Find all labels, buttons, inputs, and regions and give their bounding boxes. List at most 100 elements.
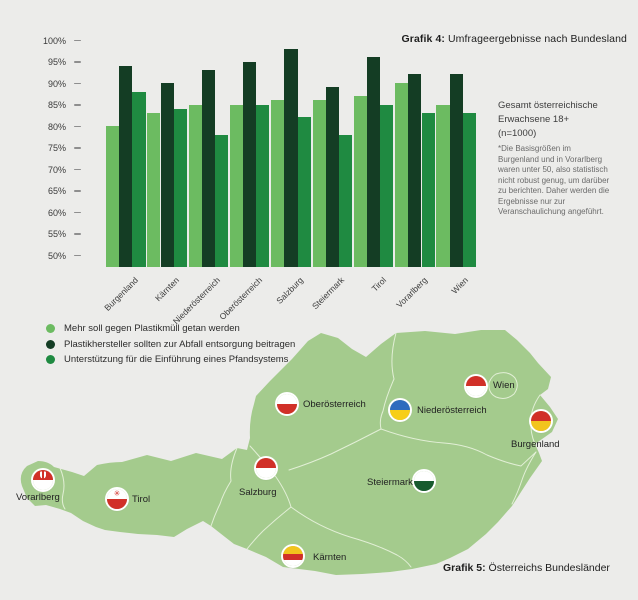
bar-niederoesterreich-s2 (201, 70, 215, 267)
y-tick-mark (74, 168, 81, 170)
chart-legend: Mehr soll gegen Plastikmüll getan werden… (46, 323, 295, 370)
flag-stripe (277, 404, 297, 414)
map-caption-rest: Österreichs Bundesländer (485, 562, 610, 574)
bar-salzburg-s1 (271, 100, 285, 267)
flag-wien (466, 376, 486, 396)
bar-niederoesterreich-s3 (215, 134, 229, 267)
legend-item-3: Unterstützung für die Einführung eines P… (46, 354, 295, 365)
legend-dot-icon (46, 339, 55, 349)
bar-wien-s2 (449, 74, 463, 267)
bar-vorarlberg-s2 (408, 74, 422, 267)
flag-niederoesterreich (390, 400, 410, 420)
y-tick-label: 65% (47, 186, 66, 196)
label-burgenland: Burgenland (511, 439, 560, 450)
flag-stripe (531, 411, 551, 421)
y-tick-mark (74, 61, 81, 63)
flag-stripe (414, 471, 434, 481)
label-tirol: Tirol (132, 494, 151, 505)
label-oberoesterreich: Oberösterreich (303, 399, 366, 410)
label-vorarlberg: Vorarlberg (16, 492, 60, 503)
y-tick-label: 55% (47, 229, 66, 239)
y-tick-label: 85% (47, 100, 66, 110)
austria-outline (20, 330, 559, 575)
y-tick-label: 80% (47, 121, 66, 132)
flag-stripe (33, 480, 53, 490)
bar-vorarlberg-s1 (395, 83, 409, 267)
y-tick-mark (74, 104, 81, 106)
bar-oberoesterreich-s2 (243, 61, 257, 267)
legend-item-2: Plastikhersteller sollten zur Abfall ent… (46, 339, 295, 350)
flag-stripe (283, 560, 303, 566)
bar-burgenland-s2 (119, 65, 133, 267)
flag-stripe (256, 468, 276, 478)
y-tick-mark (74, 254, 81, 256)
flag-stripe (107, 489, 127, 499)
y-tick-label: 60% (47, 207, 66, 218)
label-niederoesterreich: Niederösterreich (417, 405, 487, 416)
y-tick-label: 75% (47, 143, 66, 153)
y-tick-mark (74, 147, 81, 149)
sample-note: Gesamt österreichische Erwachsene 18+ (n… (498, 100, 598, 139)
chart-title: Grafik 4: Umfrageergebnisse nach Bundesl… (401, 33, 627, 45)
chart-title-rest: Umfrageergebnisse nach Bundesland (444, 33, 627, 45)
y-tick-label: 95% (47, 57, 66, 67)
chart-title-prefix: Grafik 4: (401, 33, 445, 45)
bar-salzburg-s3 (297, 117, 311, 267)
bar-burgenland-s1 (106, 126, 120, 267)
flag-stripe (256, 458, 276, 468)
flag-stripe (107, 499, 127, 509)
flag-steiermark (414, 471, 434, 491)
y-tick-mark (74, 211, 81, 213)
legend-dot-icon (46, 324, 55, 333)
bar-kaernten-s2 (160, 83, 174, 267)
flag-stripe (277, 394, 297, 404)
legend-label: Unterstützung für die Einführung eines P… (64, 354, 289, 365)
label-wien: Wien (493, 380, 515, 391)
legend-label: Plastikhersteller sollten zur Abfall ent… (64, 338, 296, 350)
flag-tirol: ✳ (107, 489, 127, 509)
flag-stripe (283, 546, 303, 554)
flag-kaernten (283, 546, 303, 566)
legend-item-1: Mehr soll gegen Plastikmüll getan werden (46, 323, 295, 334)
flag-vorarlberg (33, 470, 53, 490)
flag-stripe (531, 421, 551, 431)
label-kaernten: Kärnten (313, 552, 347, 563)
bar-wien-s3 (462, 113, 476, 267)
flag-burgenland (531, 411, 551, 431)
label-salzburg: Salzburg (239, 487, 277, 498)
flag-stripe (390, 410, 410, 420)
bar-wien-s1 (436, 104, 450, 267)
bar-salzburg-s2 (284, 48, 298, 267)
flag-stripe (466, 376, 486, 386)
bar-vorarlberg-s3 (421, 113, 435, 267)
y-tick-mark (74, 39, 81, 41)
map-caption: Grafik 5: Österreichs Bundesländer (443, 562, 610, 574)
flag-oberoesterreich (277, 394, 297, 414)
bar-burgenland-s3 (132, 91, 146, 267)
footnote: *Die Basisgrößen im Burgenland und in Vo… (498, 144, 610, 216)
flag-stripe (390, 400, 410, 410)
flag-salzburg (256, 458, 276, 478)
y-tick-mark (74, 233, 81, 235)
bar-steiermark-s2 (325, 87, 339, 267)
tirol-eagle-icon: ✳ (113, 489, 121, 498)
bar-kaernten-s1 (147, 113, 161, 267)
bar-oberoesterreich-s1 (229, 104, 244, 267)
bar-steiermark-s1 (312, 100, 326, 267)
flag-stripe (283, 553, 303, 560)
y-tick-label: 70% (47, 164, 66, 175)
vorarlberg-shield-icon (40, 471, 46, 479)
legend-label: Mehr soll gegen Plastikmüll getan werden (64, 323, 240, 334)
y-tick-label: 100% (42, 35, 66, 46)
y-tick-mark (74, 125, 81, 127)
bar-kaernten-s3 (173, 108, 187, 267)
bar-niederoesterreich-s1 (188, 104, 202, 267)
y-tick-label: 90% (47, 78, 66, 89)
wien-boundary (488, 372, 518, 399)
bar-oberoesterreich-s3 (256, 104, 270, 267)
map-caption-prefix: Grafik 5: (443, 562, 486, 574)
legend-dot-icon (46, 355, 55, 364)
flag-stripe (414, 481, 434, 491)
bar-tirol-s3 (380, 104, 394, 267)
